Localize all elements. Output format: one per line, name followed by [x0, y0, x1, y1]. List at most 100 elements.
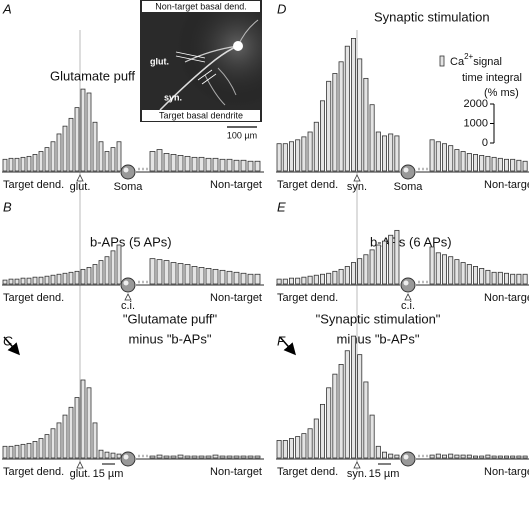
bar [466, 153, 472, 172]
bar [149, 258, 156, 285]
bar [344, 45, 350, 172]
bar [295, 139, 301, 172]
bar [375, 131, 381, 172]
axis-label-part: Ca [450, 56, 465, 68]
bar [74, 270, 80, 285]
bar [454, 149, 460, 172]
bar [56, 273, 62, 285]
bar [86, 92, 92, 172]
marker-triangle [353, 461, 361, 469]
bar [429, 139, 435, 172]
bar [110, 147, 116, 172]
group-label: Non-target [484, 466, 529, 478]
bar [191, 266, 198, 285]
bar [510, 455, 516, 459]
bar [466, 264, 472, 285]
bar [375, 445, 381, 459]
bar [116, 244, 122, 285]
bar [2, 279, 8, 285]
bar [441, 143, 447, 172]
soma [400, 451, 416, 467]
bar [510, 273, 516, 285]
bar [522, 160, 528, 172]
bar [516, 455, 522, 459]
bar [485, 269, 491, 285]
y-tick-label: 1000 [464, 117, 488, 129]
bar [156, 149, 163, 172]
bar [198, 455, 205, 459]
group-label: Target dend. [277, 179, 338, 191]
bar [301, 136, 307, 172]
bar [460, 262, 466, 285]
bar [460, 151, 466, 172]
bar [307, 275, 313, 285]
bar [104, 151, 110, 172]
bar [92, 264, 98, 285]
bar [149, 151, 156, 172]
bar [454, 454, 460, 459]
bar [68, 117, 74, 172]
panel-title: minus "b-APs" [337, 331, 420, 346]
soma [400, 277, 416, 293]
panel-title: b-APs (5 APs) [90, 234, 172, 249]
group-label: Non-target [210, 466, 262, 478]
soma-highlight [403, 454, 409, 460]
bar [110, 452, 116, 459]
bar [98, 260, 104, 285]
panel-title: minus "b-APs" [129, 331, 212, 346]
arrow [3, 336, 20, 356]
bar [219, 455, 226, 459]
bar [326, 387, 332, 459]
bar [319, 403, 325, 459]
marker-triangle [353, 174, 361, 182]
panel-letter: E [277, 199, 286, 214]
panel-title: Glutamate puff [50, 68, 135, 83]
bar [448, 256, 454, 285]
bar [68, 271, 74, 285]
soma-highlight [123, 280, 129, 286]
inset-scale-label: 100 µm [227, 130, 257, 140]
bar [56, 133, 62, 172]
bar [295, 436, 301, 459]
panel-letter: C [3, 333, 13, 348]
bar [503, 455, 509, 459]
bar [50, 274, 56, 285]
bar [448, 145, 454, 172]
bar [375, 244, 381, 285]
bar [254, 160, 261, 172]
axis-label-part: signal [473, 56, 502, 68]
bar [205, 267, 212, 285]
bar [282, 440, 288, 459]
bar [388, 234, 394, 285]
bar [344, 350, 350, 459]
bar [485, 454, 491, 459]
bar [56, 422, 62, 459]
panel-letter: D [277, 1, 286, 16]
bar [226, 158, 233, 172]
bar [503, 272, 509, 285]
bar [26, 442, 32, 459]
bar [26, 155, 32, 172]
bar [156, 454, 163, 459]
bar [240, 159, 247, 172]
bar [205, 157, 212, 172]
group-label: Target dend. [3, 292, 64, 304]
bar [20, 277, 26, 285]
bar [212, 157, 219, 172]
marker-label: glut. [70, 468, 91, 480]
bar [20, 443, 26, 459]
bar [301, 433, 307, 459]
bar [497, 157, 503, 172]
bar [191, 156, 198, 172]
bar [429, 454, 435, 459]
soma-highlight [403, 280, 409, 286]
bar [198, 156, 205, 172]
bar [276, 143, 282, 172]
bar [38, 276, 44, 285]
bar [170, 455, 177, 459]
bar [326, 272, 332, 285]
bar [332, 373, 338, 459]
bar [32, 276, 38, 285]
bar [510, 158, 516, 172]
